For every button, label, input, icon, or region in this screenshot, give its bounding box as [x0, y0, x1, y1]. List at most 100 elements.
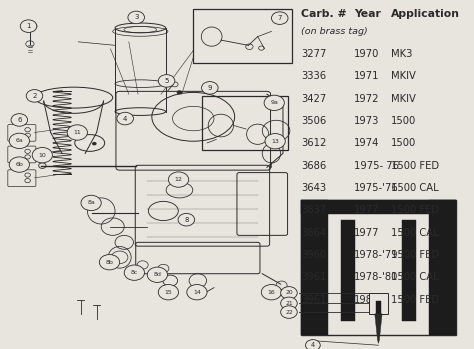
Text: 6a: 6a — [16, 138, 23, 143]
Bar — [376, 301, 381, 314]
Text: (on brass tag): (on brass tag) — [301, 27, 368, 36]
Bar — [301, 200, 456, 335]
Text: 22: 22 — [285, 310, 293, 314]
Circle shape — [306, 340, 320, 349]
Bar — [301, 200, 328, 335]
Bar — [193, 9, 292, 63]
Text: 12: 12 — [174, 177, 182, 182]
Circle shape — [172, 82, 178, 87]
Circle shape — [124, 265, 145, 280]
Text: MKIV: MKIV — [391, 72, 416, 81]
Circle shape — [32, 148, 53, 163]
Circle shape — [201, 82, 218, 94]
Text: 3: 3 — [134, 14, 138, 21]
Text: 8b: 8b — [106, 260, 113, 265]
Circle shape — [11, 114, 27, 126]
Text: 1500 FED: 1500 FED — [391, 295, 439, 305]
Circle shape — [281, 287, 297, 299]
Text: 9a: 9a — [270, 101, 278, 105]
Text: 1500: 1500 — [391, 116, 416, 126]
Bar — [369, 293, 388, 314]
Polygon shape — [375, 314, 382, 343]
Text: 1500 CAL: 1500 CAL — [391, 228, 439, 238]
Circle shape — [128, 11, 145, 24]
Text: 1500 FED: 1500 FED — [391, 161, 439, 171]
Circle shape — [187, 284, 207, 300]
Text: 1978-'79: 1978-'79 — [354, 250, 399, 260]
Circle shape — [281, 297, 297, 310]
Circle shape — [20, 20, 37, 32]
Text: 8d: 8d — [154, 272, 161, 277]
Text: MK3: MK3 — [391, 49, 412, 59]
Text: 1500: 1500 — [391, 139, 416, 148]
Text: 1980: 1980 — [354, 295, 380, 305]
Text: 20: 20 — [285, 290, 293, 295]
Circle shape — [117, 112, 133, 125]
Text: 1974: 1974 — [354, 139, 380, 148]
Text: 8c: 8c — [131, 270, 138, 275]
Circle shape — [67, 125, 87, 140]
Circle shape — [158, 284, 179, 300]
Text: 1971: 1971 — [354, 72, 380, 81]
Text: 1973: 1973 — [354, 116, 380, 126]
Bar — [341, 220, 355, 321]
Circle shape — [26, 90, 43, 102]
Text: 1: 1 — [26, 23, 31, 29]
Text: 3961: 3961 — [301, 272, 327, 282]
Text: 14: 14 — [193, 290, 201, 295]
Text: 16: 16 — [268, 290, 275, 295]
Text: 3336: 3336 — [301, 72, 327, 81]
Text: 6: 6 — [17, 117, 22, 123]
Circle shape — [92, 142, 97, 146]
Text: 10: 10 — [38, 153, 46, 158]
Text: 3277: 3277 — [301, 49, 327, 59]
Text: 8: 8 — [184, 217, 189, 223]
Circle shape — [168, 172, 189, 187]
Text: 3612: 3612 — [301, 139, 327, 148]
Text: 1975- 76: 1975- 76 — [354, 161, 399, 171]
Circle shape — [259, 46, 264, 50]
Text: 15: 15 — [164, 290, 172, 295]
Circle shape — [81, 195, 101, 210]
Text: MKIV: MKIV — [391, 94, 416, 104]
Text: 3506: 3506 — [301, 116, 327, 126]
Text: 8a: 8a — [87, 200, 95, 206]
Circle shape — [272, 12, 288, 24]
Text: 6b: 6b — [15, 162, 23, 167]
Circle shape — [147, 267, 167, 282]
Text: 3961: 3961 — [301, 295, 327, 305]
Text: 3837: 3837 — [301, 205, 327, 215]
Text: 13: 13 — [271, 139, 279, 144]
Text: 7: 7 — [277, 15, 282, 21]
Circle shape — [158, 75, 175, 87]
Text: 1500 FED: 1500 FED — [391, 250, 439, 260]
Circle shape — [100, 254, 119, 270]
Circle shape — [177, 90, 182, 95]
Text: 1977: 1977 — [354, 205, 380, 215]
Text: 3427: 3427 — [301, 94, 327, 104]
Text: 1970: 1970 — [354, 49, 380, 59]
Circle shape — [246, 44, 253, 50]
Bar — [301, 200, 456, 214]
Text: 1978-'80: 1978-'80 — [354, 272, 399, 282]
Text: 2: 2 — [32, 93, 36, 99]
Text: 3960: 3960 — [301, 250, 327, 260]
Text: 1972: 1972 — [354, 94, 380, 104]
Bar — [202, 96, 288, 150]
Text: 1975-'76: 1975-'76 — [354, 183, 399, 193]
Text: 4: 4 — [123, 116, 128, 121]
Text: 1500 CAL: 1500 CAL — [391, 272, 439, 282]
Text: 3643: 3643 — [301, 183, 327, 193]
Text: 1500 CAL: 1500 CAL — [391, 183, 439, 193]
Text: 11: 11 — [73, 130, 81, 135]
Text: 3864: 3864 — [301, 228, 327, 238]
Text: 1500 FED: 1500 FED — [391, 205, 439, 215]
Text: Carb. #: Carb. # — [301, 9, 347, 19]
Circle shape — [261, 284, 282, 300]
Text: 4: 4 — [311, 342, 315, 348]
Text: 1977: 1977 — [354, 228, 380, 238]
Circle shape — [9, 157, 29, 172]
Text: 3686: 3686 — [301, 161, 327, 171]
Text: 21: 21 — [285, 301, 293, 306]
Text: 5: 5 — [164, 78, 169, 84]
